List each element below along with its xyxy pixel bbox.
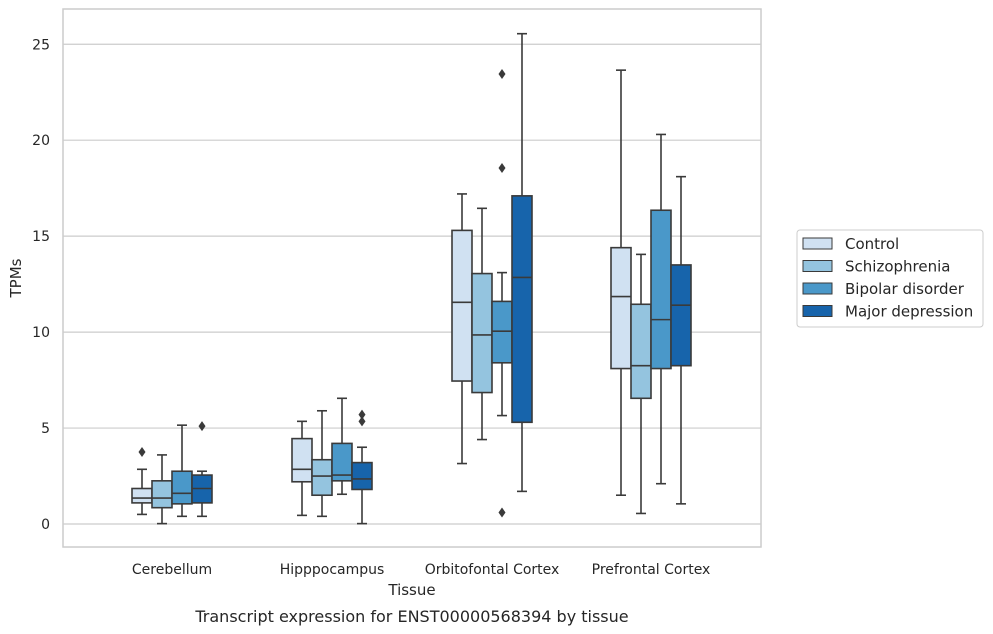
box-3-0 <box>610 69 632 497</box>
y-tick-labels: 0 5 10 15 20 25 <box>32 37 50 533</box>
box-0-0 <box>131 447 153 516</box>
iqr-box <box>151 480 173 509</box>
box-2-2 <box>491 68 513 518</box>
box-1-3 <box>351 409 373 525</box>
legend-label: Bipolar disorder <box>845 280 965 298</box>
outlier-point <box>138 447 146 458</box>
y-tick-label: 5 <box>41 421 50 437</box>
outlier-point <box>198 421 206 432</box>
legend-label: Major depression <box>845 303 973 321</box>
box-2-1 <box>471 207 493 441</box>
legend-label: Schizophrenia <box>845 258 950 276</box>
legend-swatch <box>802 305 833 317</box>
y-tick-label: 20 <box>32 133 50 149</box>
legend-swatch <box>802 237 833 250</box>
legend-swatch <box>802 260 833 272</box>
x-axis-title: Tissue <box>387 581 435 599</box>
legend-label: Control <box>845 235 899 253</box>
plot-frame <box>62 8 762 548</box>
iqr-box <box>131 487 153 504</box>
iqr-box <box>291 437 313 483</box>
iqr-box <box>171 470 193 505</box>
y-tick-label: 25 <box>32 37 50 53</box>
box-0-2 <box>171 424 193 518</box>
iqr-box <box>451 229 473 382</box>
outlier-point <box>498 163 506 174</box>
outlier-point <box>358 416 366 427</box>
iqr-box <box>351 461 373 491</box>
gridlines <box>63 43 761 525</box>
iqr-box <box>650 209 672 370</box>
figure-caption: Transcript expression for ENST0000056839… <box>194 607 628 626</box>
box-1-0 <box>291 420 313 517</box>
legend: Control Schizophrenia Bipolar disorder Majo… <box>796 229 984 328</box>
x-tick-label: Hipppocampus <box>280 562 385 578</box>
box-0-1 <box>151 454 173 525</box>
box-3-3 <box>670 175 692 505</box>
box-0-3 <box>191 421 213 518</box>
legend-swatch <box>802 282 833 295</box>
outlier-point <box>358 409 366 420</box>
outlier-point <box>498 507 506 518</box>
y-tick-label: 0 <box>41 517 50 533</box>
iqr-box <box>670 264 692 367</box>
iqr-box <box>511 195 533 424</box>
box-2-0 <box>451 193 473 465</box>
y-axis-title: TPMs <box>7 258 25 298</box>
box-1-1 <box>311 409 333 518</box>
iqr-box <box>311 458 333 497</box>
iqr-box <box>491 300 513 364</box>
iqr-box <box>471 272 493 394</box>
x-tick-label: Cerebellum <box>132 562 212 578</box>
x-tick-label: Prefrontal Cortex <box>592 562 711 578</box>
y-tick-label: 10 <box>32 325 50 341</box>
box-groups <box>131 32 692 525</box>
x-tick-label: Orbitofontal Cortex <box>425 562 560 578</box>
box-2-3 <box>511 32 533 493</box>
outlier-point <box>498 68 506 79</box>
box-1-2 <box>331 397 353 496</box>
box-3-1 <box>630 253 652 515</box>
y-tick-label: 15 <box>32 229 50 245</box>
x-tick-labels: Cerebellum Hipppocampus Orbitofontal Corte… <box>132 562 710 578</box>
box-3-2 <box>650 133 672 485</box>
legend-frame <box>796 229 984 328</box>
iqr-box <box>630 303 652 400</box>
iqr-box <box>610 246 632 370</box>
